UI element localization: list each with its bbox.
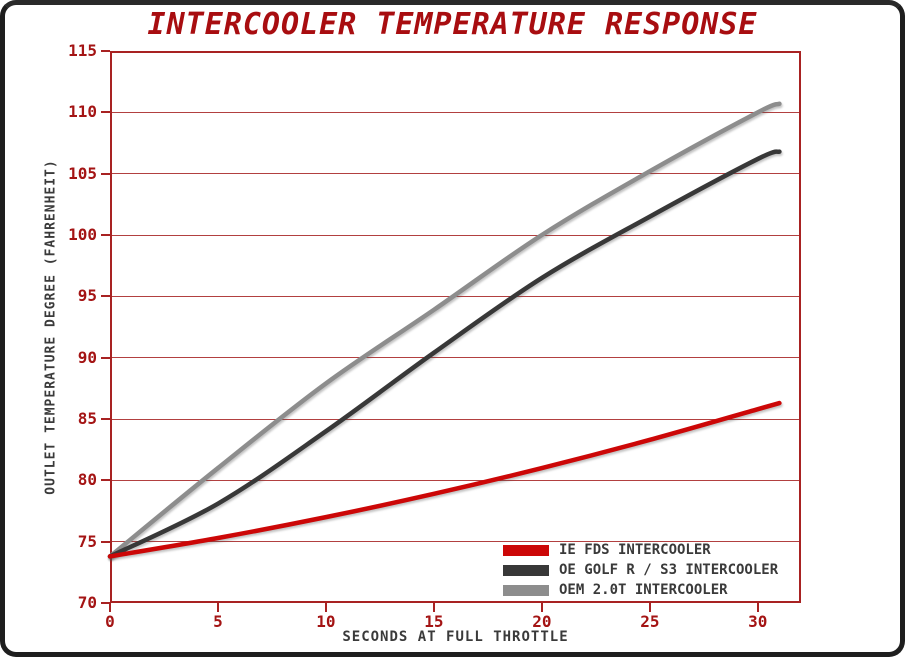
x-tick-label-30: 30: [748, 612, 768, 631]
x-tick-20: [540, 603, 543, 612]
gridline-y-105: [110, 173, 801, 175]
y-tick-label-95: 95: [77, 286, 97, 306]
x-tick-label-15: 15: [424, 612, 444, 631]
y-tick-110: [101, 111, 110, 114]
legend-swatch-oem-20t: [503, 584, 549, 596]
y-tick-70: [101, 602, 110, 604]
legend-label-oe-golf-r-s3: OE GOLF R / S3 INTERCOOLER: [559, 562, 779, 578]
legend-item-oe-golf-r-s3: OE GOLF R / S3 INTERCOOLER: [503, 560, 778, 580]
y-tick-label-105: 105: [68, 163, 97, 183]
y-tick-label-70: 70: [77, 593, 97, 612]
x-axis-title: SECONDS AT FULL THROTTLE: [342, 629, 569, 645]
series-line-2: [107, 101, 782, 559]
y-tick-75: [101, 540, 110, 543]
gridline-y-80: [110, 479, 801, 481]
x-tick-5: [216, 603, 219, 612]
x-tick-label-25: 25: [640, 612, 660, 631]
y-axis-title: OUTLET TEMPERATURE DEGREE (FAHRENHEIT): [43, 159, 59, 495]
y-tick-85: [101, 418, 110, 420]
y-tick-90: [101, 356, 110, 359]
gridline-y-100: [110, 234, 801, 236]
plot-border-bottom: [110, 601, 801, 603]
y-tick-label-90: 90: [77, 347, 97, 367]
x-tick-label-20: 20: [532, 612, 552, 631]
legend-swatch-ie-fds: [503, 544, 549, 556]
x-tick-label-10: 10: [316, 612, 336, 631]
gridline-y-75: [110, 541, 801, 543]
y-tick-80: [101, 479, 110, 482]
series-line-1: [107, 149, 782, 559]
y-tick-115: [101, 50, 110, 52]
gridline-y-90: [110, 357, 801, 359]
plot-border-left: [110, 51, 112, 603]
x-tick-30: [756, 603, 759, 612]
y-tick-label-110: 110: [68, 102, 97, 122]
series-lines: [107, 101, 782, 559]
gridline-y-85: [110, 418, 801, 420]
y-tick-100: [101, 234, 110, 236]
x-tick-15: [432, 603, 435, 612]
y-tick-label-75: 75: [77, 531, 97, 551]
x-tick-0: [109, 603, 111, 612]
legend-label-oem-20t: OEM 2.0T INTERCOOLER: [559, 582, 728, 598]
legend-swatch-oe-golf-r-s3: [503, 564, 549, 576]
y-tick-label-85: 85: [77, 409, 97, 428]
x-tick-label-5: 5: [213, 612, 223, 631]
y-tick-label-100: 100: [68, 225, 97, 244]
plot-area: IE FDS INTERCOOLER OE GOLF R / S3 INTERC…: [107, 51, 801, 603]
plot-border-top: [110, 51, 801, 53]
legend-item-oem-20t: OEM 2.0T INTERCOOLER: [503, 580, 778, 600]
y-tick-95: [101, 295, 110, 298]
x-tick-10: [324, 603, 327, 612]
gridline-y-110: [110, 111, 801, 113]
y-tick-105: [101, 172, 110, 175]
y-tick-label-80: 80: [77, 470, 97, 490]
x-tick-25: [648, 603, 651, 612]
legend-item-ie-fds: IE FDS INTERCOOLER: [503, 540, 778, 560]
chart-title: INTERCOOLER TEMPERATURE RESPONSE: [147, 7, 758, 42]
legend-label-ie-fds: IE FDS INTERCOOLER: [559, 542, 711, 558]
legend: IE FDS INTERCOOLER OE GOLF R / S3 INTERC…: [503, 540, 778, 600]
plot-border-right: [799, 51, 801, 603]
y-tick-label-115: 115: [68, 41, 97, 60]
series-line-0: [107, 400, 782, 559]
x-tick-label-0: 0: [105, 612, 115, 631]
